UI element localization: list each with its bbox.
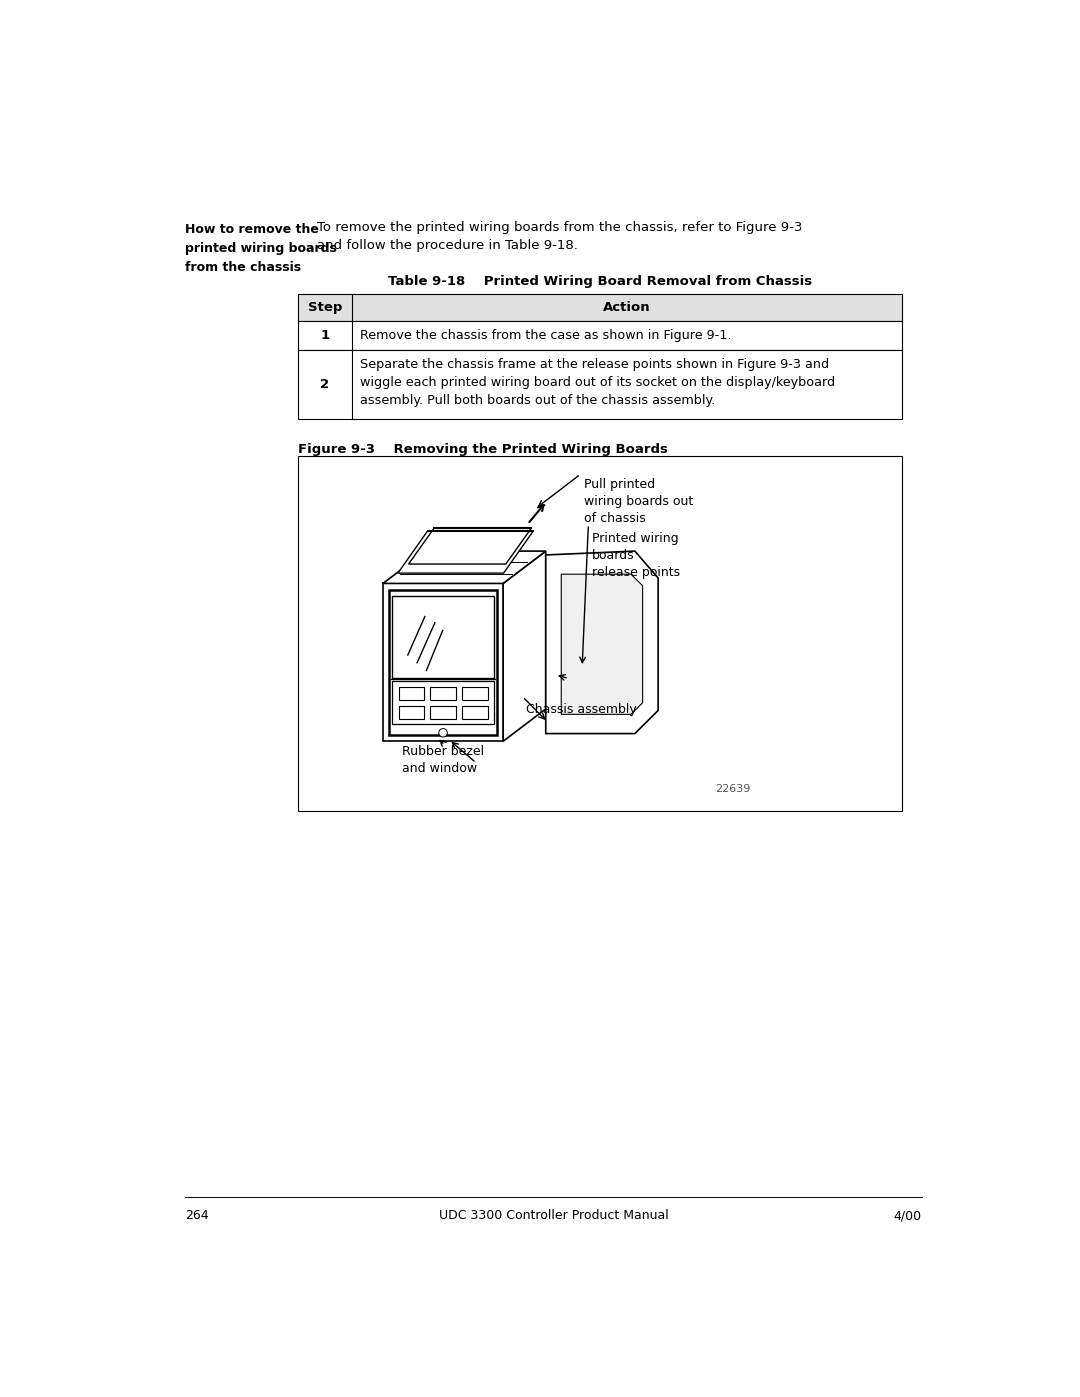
Bar — [298, 293, 902, 321]
Bar — [298, 457, 902, 810]
Text: Step: Step — [308, 300, 342, 314]
Polygon shape — [408, 528, 531, 564]
Polygon shape — [383, 584, 503, 742]
Polygon shape — [562, 574, 643, 714]
Text: 1: 1 — [321, 330, 329, 342]
Text: Rubber bezel
and window: Rubber bezel and window — [403, 745, 485, 775]
Polygon shape — [383, 550, 545, 584]
Text: 264: 264 — [186, 1210, 210, 1222]
Text: UDC 3300 Controller Product Manual: UDC 3300 Controller Product Manual — [438, 1210, 669, 1222]
Text: To remove the printed wiring boards from the chassis, refer to Figure 9-3
and fo: To remove the printed wiring boards from… — [318, 221, 802, 253]
Polygon shape — [545, 550, 658, 733]
Text: Pull printed
wiring boards out
of chassis: Pull printed wiring boards out of chassi… — [584, 478, 693, 525]
Text: Remove the chassis from the case as shown in Figure 9-1.: Remove the chassis from the case as show… — [360, 330, 731, 342]
Bar — [399, 687, 424, 700]
Polygon shape — [397, 531, 534, 573]
Bar — [298, 321, 902, 351]
Circle shape — [438, 729, 447, 738]
Polygon shape — [503, 550, 545, 742]
Bar — [392, 682, 494, 725]
Text: Chassis assembly: Chassis assembly — [526, 703, 637, 715]
Bar — [298, 351, 902, 419]
Text: 2: 2 — [321, 379, 329, 391]
Text: 4/00: 4/00 — [893, 1210, 921, 1222]
Bar — [392, 597, 494, 678]
Text: 22639: 22639 — [715, 784, 751, 793]
Text: Table 9-18    Printed Wiring Board Removal from Chassis: Table 9-18 Printed Wiring Board Removal … — [388, 275, 812, 288]
Bar — [462, 687, 488, 700]
Bar — [389, 590, 497, 735]
Text: Figure 9-3    Removing the Printed Wiring Boards: Figure 9-3 Removing the Printed Wiring B… — [298, 443, 667, 455]
Text: Separate the chassis frame at the release points shown in Figure 9-3 and
wiggle : Separate the chassis frame at the releas… — [360, 358, 835, 407]
Text: Printed wiring
boards
release points: Printed wiring boards release points — [592, 532, 680, 578]
Bar — [399, 705, 424, 719]
Text: Action: Action — [604, 300, 651, 314]
Bar — [430, 687, 456, 700]
Bar — [430, 705, 456, 719]
Text: How to remove the
printed wiring boards
from the chassis: How to remove the printed wiring boards … — [186, 224, 337, 274]
Bar — [462, 705, 488, 719]
